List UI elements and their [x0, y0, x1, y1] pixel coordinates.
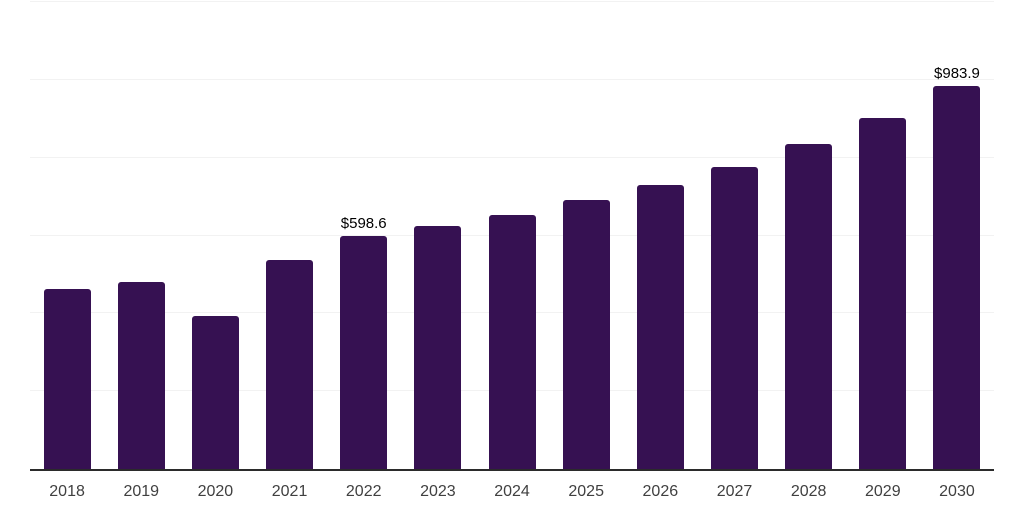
- gridline-1200: [30, 1, 994, 2]
- bar-2028[interactable]: [785, 144, 833, 469]
- x-tick-2021: 2021: [271, 483, 308, 500]
- x-axis-labels: 2018 2019 2020 2021 2022 2023 2024 2025 2026 2027…: [30, 482, 994, 502]
- x-axis-line: [30, 469, 994, 471]
- bar-2029[interactable]: [859, 117, 907, 469]
- x-tick-2028: 2028: [790, 483, 827, 500]
- bar-2027[interactable]: [710, 167, 758, 469]
- bar-2020[interactable]: [191, 316, 239, 469]
- x-tick-2023: 2023: [420, 483, 456, 500]
- bar-column-2022: $598.6: [327, 2, 401, 469]
- bar-column-2027: [697, 2, 771, 469]
- bar-column-2030: $983.9: [920, 2, 994, 469]
- bar-column-2028: [772, 2, 846, 469]
- bar-2030[interactable]: $983.9: [933, 66, 981, 469]
- bar-2025[interactable]: [562, 200, 610, 469]
- x-tick-2024: 2024: [494, 483, 530, 500]
- bar-2024[interactable]: [488, 214, 536, 469]
- x-tick-2025: 2025: [568, 483, 604, 500]
- plot-area: $598.6 $983.9: [30, 1, 994, 469]
- bars-container: $598.6 $983.9: [30, 2, 994, 469]
- gridline-1000: [30, 78, 994, 80]
- bar-2021[interactable]: [266, 260, 314, 469]
- x-tick-2030: 2030: [939, 483, 975, 500]
- bar-column-2023: [401, 2, 475, 469]
- bar-column-2019: [104, 2, 178, 469]
- bar-column-2021: [252, 2, 326, 469]
- bar-column-2025: [549, 2, 623, 469]
- bar-column-2020: [178, 2, 252, 469]
- bar-column-2018: [30, 2, 104, 469]
- x-tick-2026: 2026: [642, 483, 679, 500]
- bar-2026[interactable]: [636, 184, 684, 469]
- bar-2023[interactable]: [414, 225, 462, 469]
- bar-column-2024: [475, 2, 549, 469]
- bar-2022[interactable]: $598.6: [340, 216, 388, 469]
- bar-column-2029: [846, 2, 920, 469]
- data-label-2022: $598.6: [340, 215, 387, 233]
- x-tick-2020: 2020: [197, 483, 234, 500]
- bar-2018[interactable]: [43, 289, 91, 469]
- bar-column-2026: [623, 2, 697, 469]
- gridline-800: [30, 156, 994, 158]
- bar-2019[interactable]: [117, 282, 165, 469]
- x-tick-2019: 2019: [123, 483, 160, 500]
- x-tick-2022: 2022: [345, 483, 382, 500]
- x-tick-2029: 2029: [865, 483, 901, 500]
- x-tick-2018: 2018: [49, 483, 85, 500]
- data-label-2030: $983.9: [934, 65, 980, 83]
- x-tick-2027: 2027: [716, 483, 753, 500]
